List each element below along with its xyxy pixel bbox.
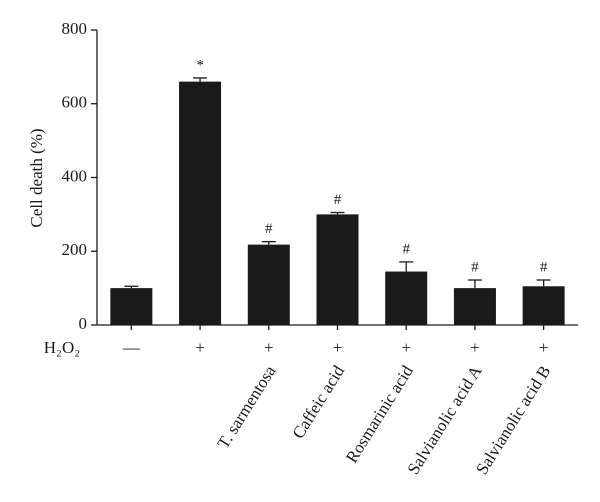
- annotation: *: [196, 57, 204, 73]
- y-tick-label: 400: [62, 166, 88, 185]
- y-tick-label: 800: [62, 19, 88, 38]
- annotation: #: [334, 192, 342, 208]
- bar: [247, 244, 290, 325]
- error-bar: [124, 285, 139, 289]
- error-bar: [536, 279, 551, 287]
- bar: [179, 81, 222, 325]
- treatment-sign: +: [264, 338, 274, 357]
- annotation: #: [265, 221, 273, 237]
- annotation: #: [540, 259, 548, 275]
- treatment-sign: +: [401, 338, 411, 357]
- error-bar: [399, 261, 414, 272]
- treatment-sign: +: [195, 338, 205, 357]
- bar: [453, 288, 496, 325]
- y-axis-label: Cell death (%): [27, 128, 46, 227]
- x-tick-label: Salvianolic acid A: [403, 362, 486, 478]
- y-tick-label: 600: [62, 93, 88, 112]
- y-tick-label: 200: [62, 240, 88, 259]
- bar: [385, 271, 428, 325]
- x-tick-label: Caffeic acid: [288, 362, 348, 442]
- y-tick-label: 0: [79, 314, 88, 333]
- treatment-sign: —: [122, 338, 141, 357]
- x-tick-label: T. sarmentosa: [214, 362, 280, 452]
- error-bar: [467, 279, 482, 289]
- error-bar: [330, 211, 345, 215]
- x-tick-label: Salvianolic acid B: [472, 362, 554, 478]
- bar: [110, 288, 153, 325]
- annotation: #: [402, 241, 410, 257]
- treatment-label: H₂O₂: [44, 338, 80, 357]
- bar: [316, 214, 359, 325]
- treatment-sign: +: [333, 338, 343, 357]
- annotation: #: [471, 259, 479, 275]
- treatment-sign: +: [470, 338, 480, 357]
- treatment-sign: +: [539, 338, 549, 357]
- bar: [522, 286, 565, 325]
- x-tick-label: Rosmarinic acid: [342, 362, 417, 467]
- error-bar: [261, 241, 276, 245]
- error-bar: [193, 77, 208, 82]
